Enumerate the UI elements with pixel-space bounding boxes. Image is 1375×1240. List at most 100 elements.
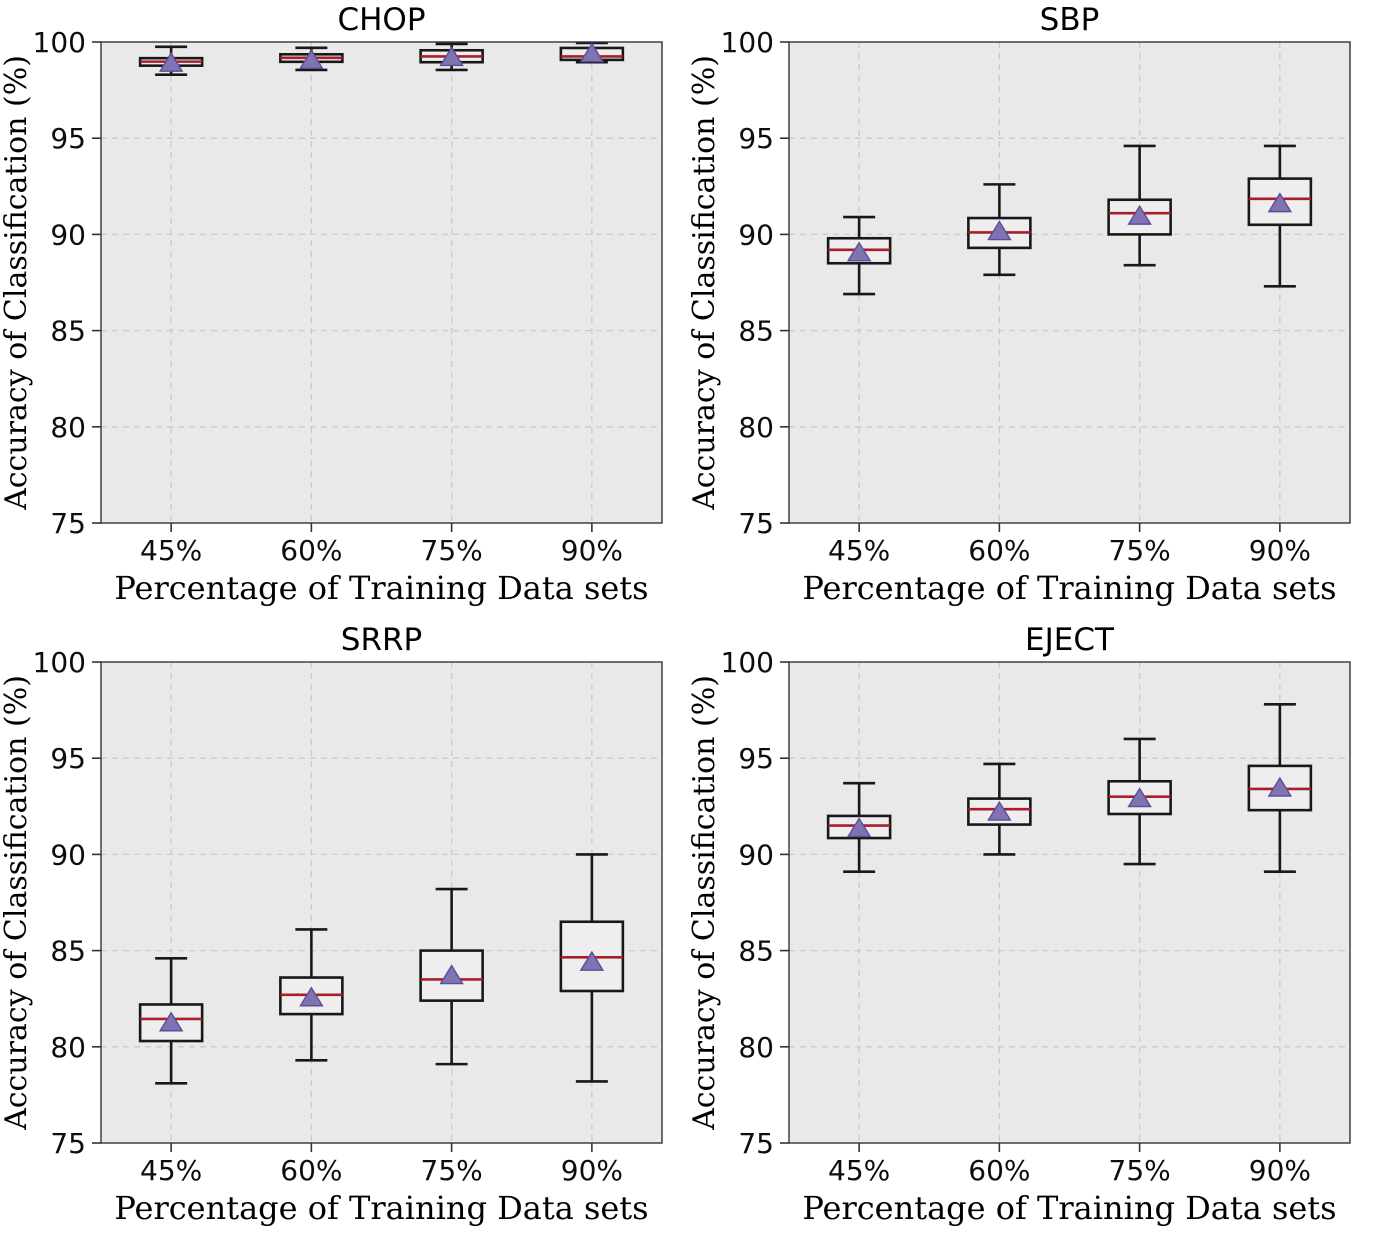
mean-triangle-marker [846, 241, 872, 262]
mean-triangle-marker [579, 42, 605, 63]
srrp-boxplot-svg: 75 80 85 90 95 100 45% 60% 75% 90% SRRP Percentage … [0, 622, 663, 1227]
subplot-srrp: 75 80 85 90 95 100 45% 60% 75% 90% SRRP Percentage … [0, 620, 688, 1240]
mean-triangle-marker [987, 220, 1012, 241]
box-group [419, 887, 484, 1066]
y-tick-label: 90 [738, 838, 774, 871]
y-tick-label: 85 [738, 935, 774, 968]
y-tick-label: 80 [50, 411, 86, 444]
x-tick-label: 90% [1249, 534, 1311, 567]
x-tick-label: 60% [968, 1154, 1030, 1187]
x-tick-label: 75% [1109, 534, 1171, 567]
x-tick-label: 45% [140, 534, 202, 567]
y-tick-label: 90 [50, 838, 86, 871]
chart-title: SRRP [341, 622, 422, 658]
box-group [1107, 737, 1172, 866]
x-tick-label: 45% [828, 1154, 890, 1187]
y-tick-label: 95 [738, 122, 774, 155]
x-axis-label: Percentage of Training Data sets [114, 569, 648, 607]
subplot-sbp: 75 80 85 90 95 100 45% 60% 75% 90% SBP Percentage o… [688, 0, 1375, 620]
y-tick-label: 75 [738, 1127, 774, 1160]
x-axis-label: Percentage of Training Data sets [802, 569, 1336, 607]
axes-frame [788, 661, 1351, 1144]
x-tick-label: 45% [140, 1154, 202, 1187]
x-tick-label: 60% [280, 534, 342, 567]
y-tick-label: 85 [738, 315, 774, 348]
box-group [138, 956, 204, 1085]
x-tick-label: 90% [1249, 1154, 1311, 1187]
x-tick-label: 60% [968, 534, 1030, 567]
mean-triangle-marker [439, 964, 464, 985]
box-group [967, 762, 1032, 856]
y-tick-label: 80 [738, 411, 774, 444]
y-axis-label: Accuracy of Classification (%) [0, 675, 34, 1131]
mean-triangle-marker [1267, 776, 1293, 797]
mean-triangle-marker [439, 46, 464, 67]
box-group [826, 781, 892, 874]
y-tick-label: 100 [33, 26, 86, 59]
y-tick-label: 95 [738, 742, 774, 775]
mean-triangle-marker [158, 1011, 184, 1032]
y-tick-label: 95 [50, 742, 86, 775]
x-tick-label: 75% [421, 534, 483, 567]
box-group [279, 46, 344, 72]
mean-triangle-marker [579, 950, 605, 971]
mean-triangle-marker [299, 48, 324, 69]
iqr-box [1107, 198, 1172, 236]
box-group [559, 41, 625, 64]
x-tick-label: 75% [421, 1154, 483, 1187]
box-group [1107, 144, 1172, 267]
y-tick-label: 75 [50, 507, 86, 540]
y-tick-label: 95 [50, 122, 86, 155]
y-axis-label: Accuracy of Classification (%) [0, 55, 34, 511]
y-tick-label: 75 [738, 507, 774, 540]
subplot-chop: 75 80 85 90 95 100 45% 60% 75% 90% CHOP Percentage … [0, 0, 688, 620]
box-group [1247, 144, 1313, 288]
x-axis-label: Percentage of Training Data sets [114, 1189, 648, 1227]
mean-triangle-marker [158, 51, 184, 72]
x-tick-label: 60% [280, 1154, 342, 1187]
eject-boxplot-svg: 75 80 85 90 95 100 45% 60% 75% 90% EJECT Percentage… [688, 622, 1351, 1227]
y-tick-label: 90 [50, 218, 86, 251]
box-group [967, 183, 1032, 277]
subplot-eject: 75 80 85 90 95 100 45% 60% 75% 90% EJECT Percentage… [688, 620, 1375, 1240]
mean-triangle-marker [299, 986, 324, 1007]
y-axis-label: Accuracy of Classification (%) [688, 55, 722, 511]
x-tick-label: 75% [1109, 1154, 1171, 1187]
mean-triangle-marker [987, 800, 1012, 821]
y-tick-label: 75 [50, 1127, 86, 1160]
box-group [1247, 703, 1313, 874]
iqr-box [419, 949, 484, 1002]
y-tick-label: 100 [721, 646, 774, 679]
plot-background [101, 42, 662, 523]
box-group [559, 853, 625, 1083]
x-tick-label: 45% [828, 534, 890, 567]
sbp-boxplot-svg: 75 80 85 90 95 100 45% 60% 75% 90% SBP Percentage o… [688, 2, 1351, 607]
axes-frame [788, 41, 1351, 524]
y-tick-label: 100 [721, 26, 774, 59]
chart-title: SBP [1040, 2, 1100, 38]
box-group [138, 45, 204, 77]
y-axis-label: Accuracy of Classification (%) [688, 675, 722, 1131]
y-tick-label: 80 [50, 1031, 86, 1064]
mean-triangle-marker [1127, 204, 1152, 225]
mean-triangle-marker [1267, 192, 1293, 213]
box-group [419, 42, 484, 72]
y-tick-label: 85 [50, 315, 86, 348]
box-group [826, 215, 892, 296]
y-tick-label: 85 [50, 935, 86, 968]
x-axis-label: Percentage of Training Data sets [802, 1189, 1336, 1227]
axes-frame [100, 661, 663, 1144]
y-tick-label: 90 [738, 218, 774, 251]
plot-background [789, 662, 1350, 1143]
y-tick-label: 80 [738, 1031, 774, 1064]
x-tick-label: 90% [561, 534, 623, 567]
plot-background [789, 42, 1350, 523]
mean-triangle-marker [1127, 787, 1152, 808]
x-tick-label: 90% [561, 1154, 623, 1187]
mean-triangle-marker [846, 817, 872, 838]
box-group [279, 928, 344, 1062]
chart-title: CHOP [337, 2, 425, 38]
axes-frame [100, 41, 663, 524]
chop-boxplot-svg: 75 80 85 90 95 100 45% 60% 75% 90% CHOP Percentage … [0, 2, 663, 607]
